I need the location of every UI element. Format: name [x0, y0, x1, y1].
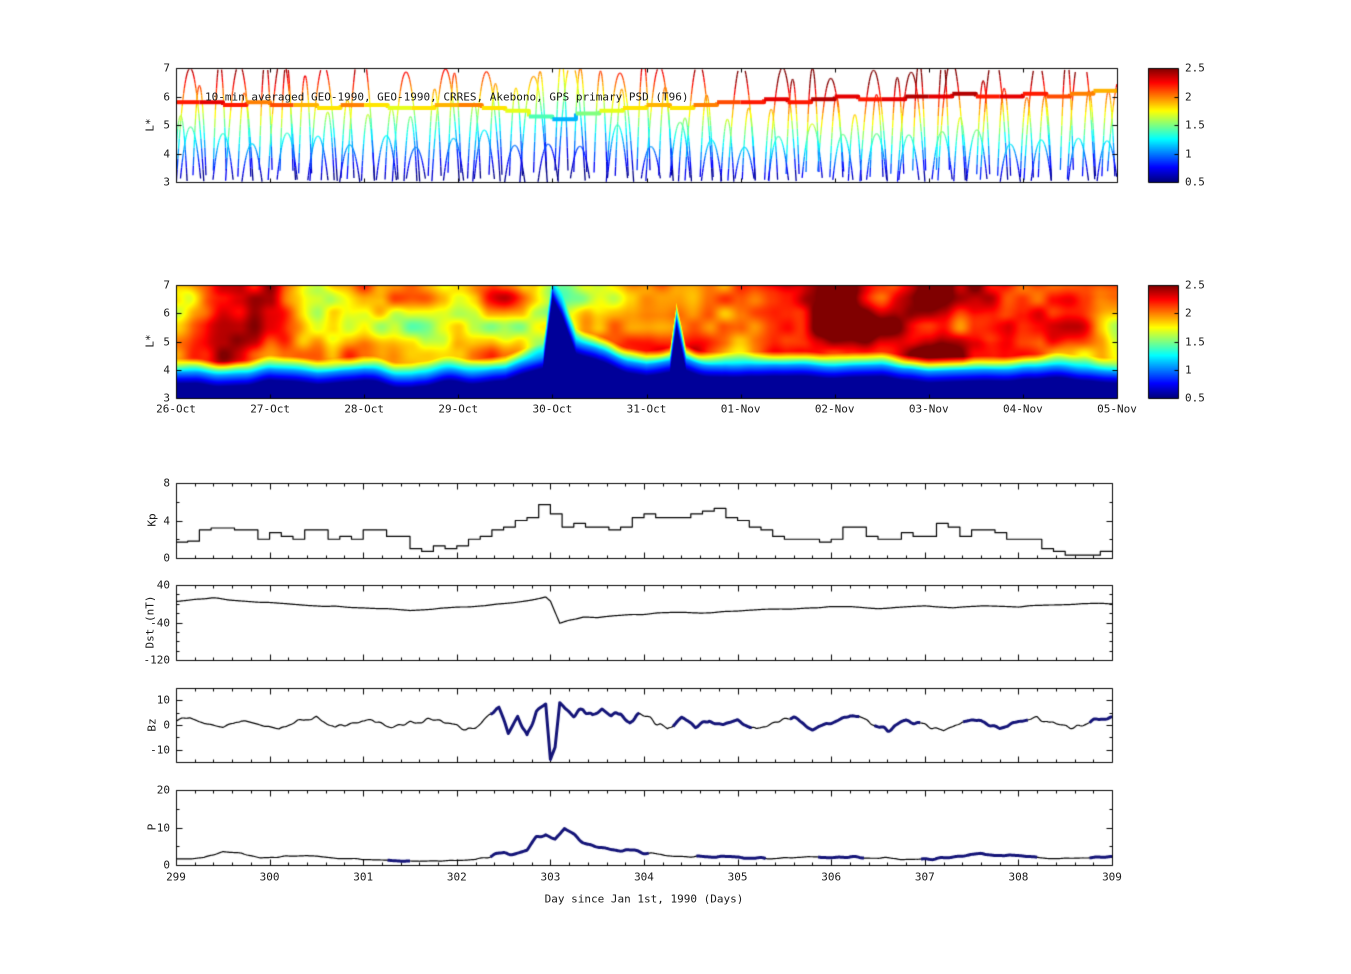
tick-label: 2 — [1185, 90, 1192, 103]
tick-label: 01-Nov — [720, 402, 761, 416]
tick-label: 0 — [163, 718, 170, 732]
tick-label: 05-Nov — [1097, 402, 1137, 416]
tick-label: 2.5 — [1185, 278, 1205, 292]
panel2-ylabel: L* — [143, 334, 157, 348]
tick-label: 300 — [259, 870, 280, 884]
tick-label: 10 — [156, 693, 170, 707]
tick-label: 2 — [1185, 306, 1192, 320]
tick-label: 301 — [353, 870, 374, 884]
tick-label: 26-Oct — [156, 402, 196, 416]
tick-label: -10 — [150, 743, 170, 757]
tick-label: -120 — [143, 653, 171, 667]
tick-label: 304 — [634, 870, 654, 884]
tick-label: 1.5 — [1185, 335, 1205, 348]
tick-label: 5 — [163, 335, 170, 348]
tick-label: 7 — [163, 61, 170, 75]
panel1-ylabel: L* — [143, 118, 157, 132]
tick-label: 1 — [1185, 147, 1192, 160]
tick-label: 20 — [156, 783, 170, 797]
bz-ylabel: Bz — [145, 718, 159, 732]
tick-label: 02-Nov — [814, 402, 855, 416]
x-axis-label: Day since Jan 1st, 1990 (Days) — [544, 892, 744, 906]
tick-label: 309 — [1102, 870, 1122, 884]
tick-label: 6 — [163, 306, 170, 320]
tick-label: -40 — [150, 616, 170, 629]
tick-label: 6 — [163, 90, 170, 103]
tick-label: 0.5 — [1185, 391, 1205, 405]
tick-label: 29-Oct — [438, 402, 479, 416]
tick-label: 302 — [446, 870, 467, 884]
tick-label: 04-Nov — [1003, 402, 1043, 416]
tick-label: 30-Oct — [532, 402, 573, 416]
tick-label: 27-Oct — [250, 402, 290, 416]
tick-label: 4 — [163, 147, 170, 160]
tick-label: 1.5 — [1185, 118, 1205, 132]
tick-label: 0.5 — [1185, 175, 1205, 189]
tick-label: 307 — [914, 870, 935, 884]
tick-label: 8 — [163, 476, 170, 490]
tick-label: 308 — [1008, 870, 1029, 884]
tick-label: 303 — [540, 870, 561, 884]
tick-label: 299 — [166, 870, 186, 884]
tick-label: 0 — [163, 858, 170, 872]
tick-label: 4 — [163, 514, 170, 527]
tick-label: 3 — [163, 391, 170, 405]
panel1-title: 10-min averaged GEO-1990, GEO-1990, CRRE… — [205, 90, 689, 104]
tick-label: 7 — [163, 278, 170, 292]
tick-label: 3 — [163, 175, 170, 189]
tick-label: 0 — [163, 551, 170, 565]
tick-label: 03-Nov — [908, 402, 949, 416]
tick-label: 31-Oct — [626, 402, 667, 416]
kp-ylabel: Kp — [145, 513, 159, 527]
tick-label: 5 — [163, 118, 170, 132]
tick-label: 10 — [156, 821, 170, 834]
tick-label: 306 — [821, 870, 842, 884]
tick-label: 28-Oct — [344, 402, 385, 416]
tick-label: 2.5 — [1185, 61, 1205, 75]
tick-label: 305 — [727, 870, 748, 884]
tick-label: 4 — [163, 363, 170, 377]
tick-label: 40 — [156, 578, 170, 592]
tick-label: 1 — [1185, 363, 1192, 377]
